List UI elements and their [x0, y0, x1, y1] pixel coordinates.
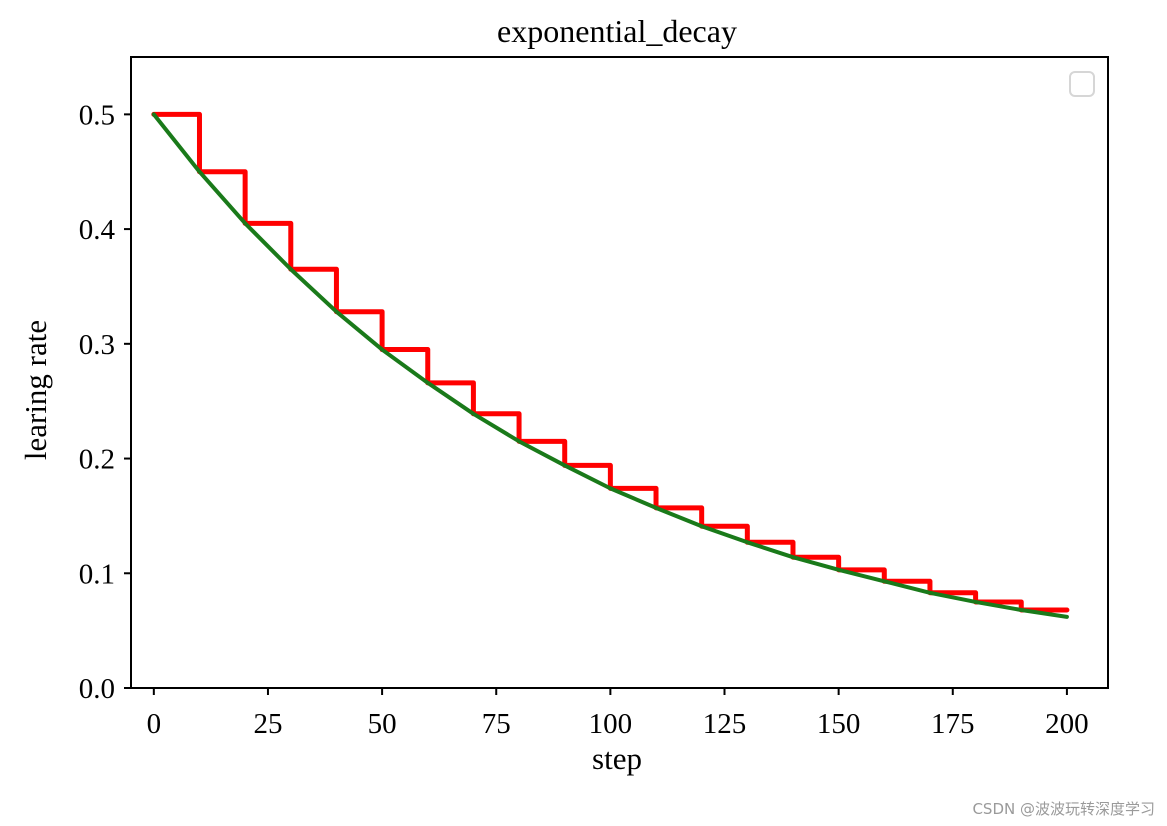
- plot-frame: [130, 56, 1109, 689]
- watermark-text: CSDN @波波玩转深度学习: [972, 800, 1155, 818]
- x-tick-label: 200: [1045, 708, 1089, 740]
- y-tick-label: 0.0: [79, 673, 115, 705]
- y-tick-label: 0.5: [79, 99, 115, 131]
- y-tick-label: 0.3: [79, 329, 115, 361]
- y-tick-label: 0.2: [79, 444, 115, 476]
- x-tick-label: 75: [482, 708, 511, 740]
- x-tick-label: 150: [817, 708, 861, 740]
- smooth-decay-line: [151, 112, 1069, 619]
- x-tick-label: 25: [253, 708, 282, 740]
- x-axis: 0 25 50 75 100 125 150 175 200: [147, 688, 1089, 740]
- legend-box: [1069, 71, 1095, 97]
- x-tick-label: 0: [147, 708, 162, 740]
- y-tick-label: 0.4: [79, 214, 116, 246]
- y-tick-label: 0.1: [79, 558, 115, 590]
- x-tick-label: 100: [589, 708, 633, 740]
- series-layer: [151, 111, 1070, 619]
- x-tick-label: 175: [931, 708, 975, 740]
- y-axis: 0.0 0.1 0.2 0.3 0.4 0.5: [79, 99, 131, 705]
- x-tick-label: 50: [368, 708, 397, 740]
- x-tick-label: 125: [703, 708, 747, 740]
- step-decay-line: [151, 111, 1070, 613]
- chart-title: exponential_decay: [497, 13, 737, 49]
- y-axis-label: learing rate: [18, 320, 53, 460]
- x-axis-label: step: [592, 741, 642, 776]
